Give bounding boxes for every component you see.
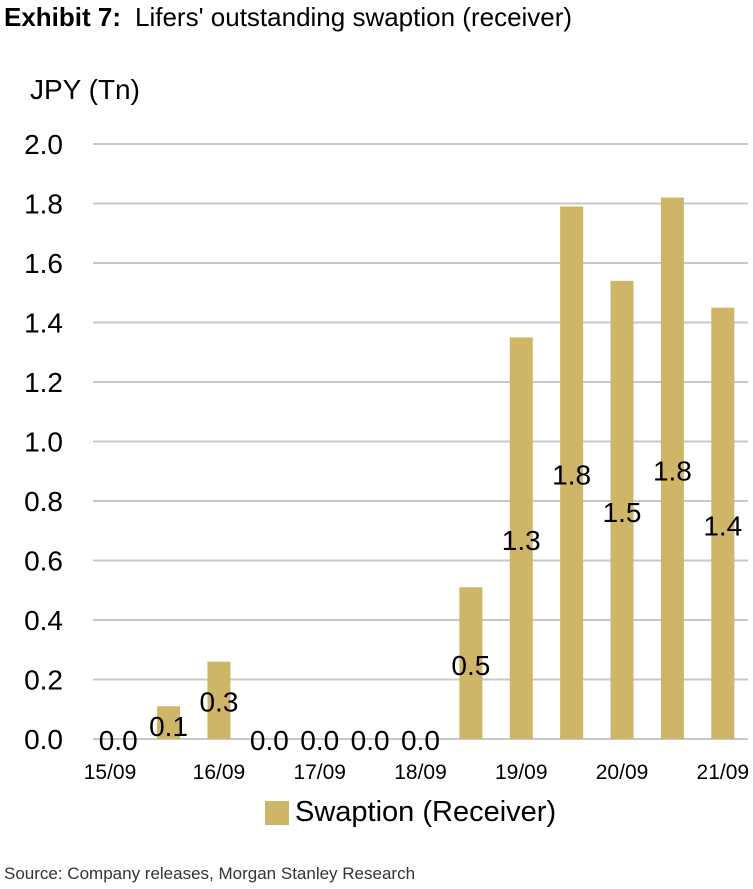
- x-tick-label: 15/09: [84, 761, 137, 784]
- x-tick-label: 21/09: [697, 761, 750, 784]
- data-label: 1.4: [703, 510, 742, 541]
- title-text: Lifers' outstanding swaption (receiver): [135, 2, 573, 32]
- x-tick-label: 20/09: [596, 761, 649, 784]
- bar: [711, 307, 735, 739]
- bar: [207, 661, 231, 739]
- data-label: 0.1: [149, 711, 188, 742]
- chart-title: Exhibit 7: Lifers' outstanding swaption (…: [4, 2, 572, 33]
- x-tick-label: 19/09: [495, 761, 548, 784]
- x-tick-label: 18/09: [394, 761, 447, 784]
- data-label: 1.8: [653, 455, 692, 486]
- y-tick-label: 0.6: [24, 546, 63, 577]
- data-label: 0.0: [250, 725, 289, 756]
- x-tick-label: 17/09: [293, 761, 346, 784]
- y-tick-label: 0.2: [24, 665, 63, 696]
- data-label: 0.0: [300, 725, 339, 756]
- y-tick-label: 1.8: [24, 189, 63, 220]
- y-axis-unit-label: JPY (Tn): [30, 74, 140, 105]
- data-label: 0.0: [351, 725, 390, 756]
- bar: [610, 280, 634, 739]
- y-tick-label: 1.2: [24, 367, 63, 398]
- data-label: 1.8: [552, 460, 591, 491]
- data-label: 0.0: [99, 725, 138, 756]
- bar: [459, 587, 483, 739]
- y-tick-label: 1.4: [24, 308, 63, 339]
- y-tick-label: 0.4: [24, 605, 63, 636]
- data-label: 0.0: [401, 725, 440, 756]
- legend: Swaption (Receiver): [265, 796, 556, 829]
- data-label: 1.3: [502, 525, 541, 556]
- y-tick-label: 0.8: [24, 486, 63, 517]
- source-note: Source: Company releases, Morgan Stanley…: [4, 864, 416, 883]
- x-tick-label: 16/09: [193, 761, 246, 784]
- legend-label: Swaption (Receiver): [295, 796, 557, 828]
- bar: [509, 337, 533, 739]
- exhibit-label: Exhibit 7:: [4, 2, 122, 32]
- y-tick-label: 0.0: [24, 724, 63, 755]
- data-label: 0.5: [451, 650, 490, 681]
- bar: [157, 706, 181, 739]
- y-tick-label: 2.0: [24, 129, 63, 160]
- bar: [660, 197, 684, 740]
- y-tick-label: 1.0: [24, 427, 63, 458]
- data-label: 1.5: [603, 497, 642, 528]
- legend-swatch: [265, 800, 289, 825]
- y-tick-label: 1.6: [24, 248, 63, 279]
- data-label: 0.3: [199, 687, 238, 718]
- bar: [560, 206, 584, 740]
